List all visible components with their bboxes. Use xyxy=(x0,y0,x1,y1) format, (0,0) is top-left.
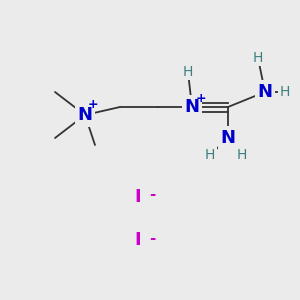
Text: H: H xyxy=(253,51,263,65)
Text: N: N xyxy=(220,129,236,147)
Text: N: N xyxy=(77,106,92,124)
Text: H: H xyxy=(183,65,193,79)
Text: I: I xyxy=(135,188,141,206)
Text: N: N xyxy=(257,83,272,101)
Text: -: - xyxy=(149,188,155,202)
Text: +: + xyxy=(196,92,206,106)
Text: H: H xyxy=(280,85,290,99)
Text: +: + xyxy=(88,98,98,112)
Text: -: - xyxy=(149,230,155,245)
Text: H: H xyxy=(205,148,215,162)
Text: I: I xyxy=(135,231,141,249)
Text: H: H xyxy=(237,148,247,162)
Text: N: N xyxy=(184,98,200,116)
